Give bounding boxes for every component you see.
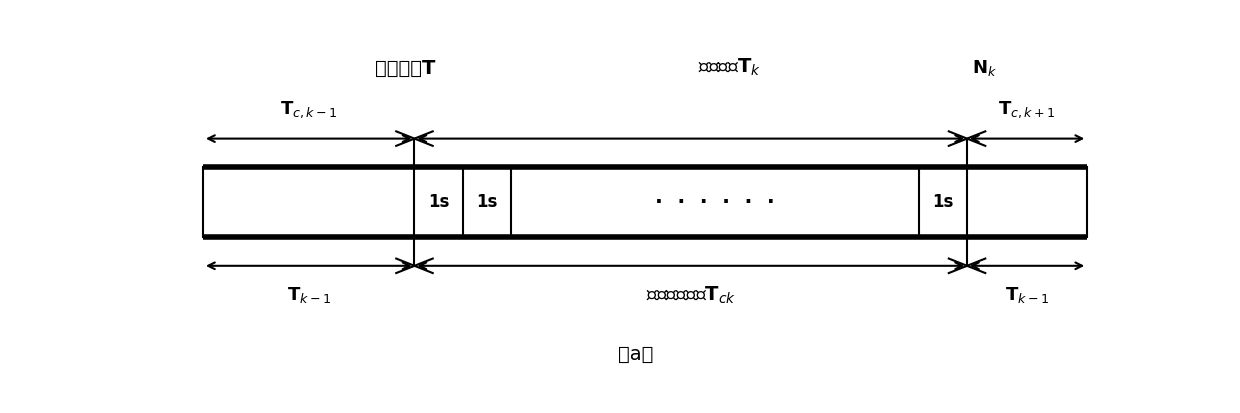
Text: 1s: 1s xyxy=(476,193,497,211)
Text: （a）: （a） xyxy=(618,345,653,364)
Text: 控制周期T$_k$: 控制周期T$_k$ xyxy=(698,57,761,78)
Text: T$_{c,k+1}$: T$_{c,k+1}$ xyxy=(998,99,1055,119)
Bar xyxy=(203,167,1087,237)
Text: T$_{c,k-1}$: T$_{c,k-1}$ xyxy=(280,99,337,119)
Text: T$_{k-1}$: T$_{k-1}$ xyxy=(286,285,331,305)
Text: 检测周期T: 检测周期T xyxy=(374,59,435,78)
Text: N$_k$: N$_k$ xyxy=(972,58,997,78)
Text: ·  ·  ·  ·  ·  ·: · · · · · · xyxy=(655,192,775,212)
Text: 数据采集周期T$_{ck}$: 数据采集周期T$_{ck}$ xyxy=(646,285,735,306)
Text: 1s: 1s xyxy=(428,193,449,211)
Text: T$_{k-1}$: T$_{k-1}$ xyxy=(1006,285,1049,305)
Text: 1s: 1s xyxy=(932,193,954,211)
